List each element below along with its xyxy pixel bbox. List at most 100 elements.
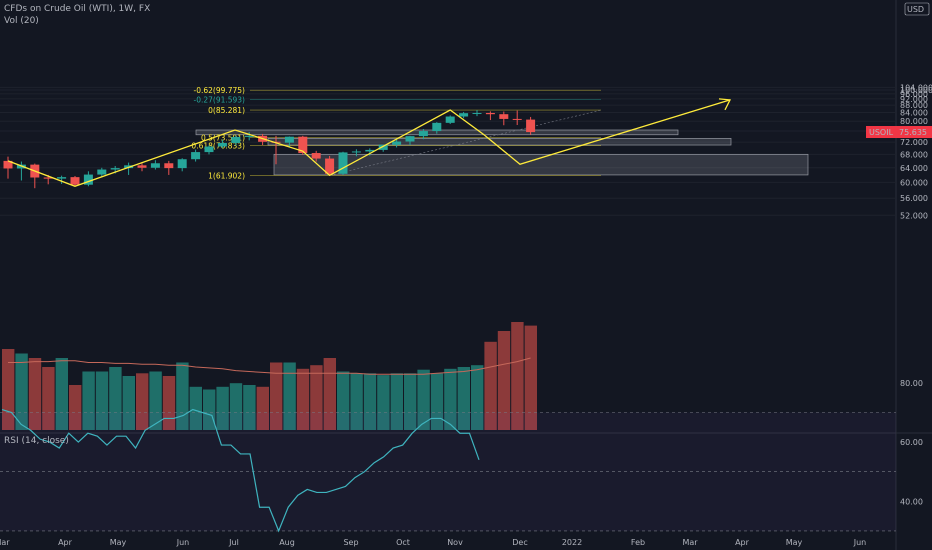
fib-label: 0(85.281) bbox=[208, 106, 245, 115]
candle-body bbox=[418, 131, 428, 137]
fib-label: 1(61.902) bbox=[208, 171, 245, 180]
time-tick-label: Mar bbox=[682, 538, 698, 547]
candle-body bbox=[204, 146, 214, 153]
volume-bar bbox=[444, 368, 457, 430]
price-top-label: 108.000 bbox=[903, 0, 932, 1]
volume-bar bbox=[82, 371, 95, 430]
volume-bar bbox=[69, 385, 82, 430]
volume-bar bbox=[229, 383, 243, 430]
price-tag-bg bbox=[866, 125, 932, 138]
price-tick-label: 80.000 bbox=[900, 117, 928, 126]
volume-bar bbox=[390, 373, 403, 430]
candle-body bbox=[472, 112, 482, 114]
price-tick-label: 88.000 bbox=[900, 101, 928, 110]
price-tick-label: 60.000 bbox=[900, 178, 928, 187]
volume-bar bbox=[2, 349, 15, 430]
candle-body bbox=[432, 122, 442, 132]
volume-bar bbox=[136, 373, 149, 430]
fibonacci-levels: -0.62(99.775)-0.27(91.593) 0(85.281) 0.5(7… bbox=[191, 86, 602, 180]
candle-body bbox=[365, 149, 375, 152]
time-tick-label: Jul bbox=[228, 538, 239, 547]
rsi-tick-label: 40.00 bbox=[900, 497, 923, 506]
candle-body bbox=[244, 135, 254, 137]
volume-pane bbox=[2, 322, 537, 430]
volume-bar bbox=[189, 386, 202, 430]
candle-body bbox=[311, 153, 321, 159]
candle-body bbox=[405, 136, 415, 142]
volume-bar bbox=[350, 373, 363, 430]
price-tick-label: 64.000 bbox=[900, 164, 928, 173]
candle-body bbox=[137, 165, 147, 168]
candle-body bbox=[83, 174, 93, 185]
candle-body bbox=[351, 151, 361, 153]
candle-body bbox=[97, 169, 107, 175]
rsi-tick-label: 60.00 bbox=[900, 438, 923, 447]
price-candles bbox=[3, 110, 536, 189]
volume-bar bbox=[511, 322, 524, 430]
volume-bar bbox=[109, 367, 122, 430]
volume-bar bbox=[417, 369, 430, 430]
volume-bar bbox=[162, 376, 176, 430]
time-tick-label: Mar bbox=[0, 538, 10, 547]
volume-bar bbox=[55, 358, 68, 430]
candle-body bbox=[325, 158, 335, 174]
time-tick-label: Oct bbox=[396, 538, 410, 547]
projection-arrow-head bbox=[718, 98, 732, 111]
price-tag-value: 75.635 bbox=[899, 128, 927, 137]
rsi-pane bbox=[0, 408, 896, 533]
candle-body bbox=[284, 136, 294, 143]
symbol-title[interactable]: CFDs on Crude Oil (WTI), 1W, FX bbox=[4, 4, 151, 14]
candle-body bbox=[57, 177, 67, 179]
volume-bar bbox=[430, 373, 444, 430]
rsi-indicator-label[interactable]: RSI (14, close) bbox=[4, 436, 69, 446]
candle-body bbox=[191, 152, 201, 160]
time-tick-label: May bbox=[110, 538, 127, 547]
fib-label: -0.62(99.775) bbox=[193, 86, 245, 95]
rsi-tick-label: 80.00 bbox=[900, 379, 923, 388]
volume-bar bbox=[471, 365, 484, 430]
volume-bar bbox=[377, 375, 390, 430]
price-tick-label: 56.000 bbox=[900, 194, 928, 203]
time-tick-label: Jun bbox=[176, 538, 190, 547]
zigzag-line bbox=[7, 99, 731, 187]
price-tick-label: 52.000 bbox=[900, 211, 928, 220]
fib-trend-line bbox=[329, 109, 602, 176]
price-tick-label: 96.000 bbox=[900, 90, 928, 99]
candle-body bbox=[499, 114, 509, 119]
support-zone bbox=[273, 153, 809, 176]
volume-bar bbox=[95, 371, 109, 430]
volume-bar bbox=[296, 368, 310, 430]
time-tick-label: Feb bbox=[631, 538, 645, 547]
time-tick-label: May bbox=[786, 538, 803, 547]
volume-bar bbox=[524, 325, 537, 430]
candle-body bbox=[445, 116, 455, 123]
candle-body bbox=[298, 136, 308, 154]
volume-bar bbox=[28, 358, 42, 430]
candle-body bbox=[43, 177, 53, 179]
candle-body bbox=[217, 142, 227, 147]
candle-body bbox=[338, 152, 348, 174]
candle-body bbox=[512, 118, 522, 120]
volume-bar bbox=[310, 365, 323, 430]
time-tick-label: Aug bbox=[279, 538, 295, 547]
price-tick-label: 84.000 bbox=[900, 109, 928, 118]
zigzag-pattern bbox=[7, 98, 732, 187]
time-tick-label: Dec bbox=[512, 538, 527, 547]
time-tick-label: Nov bbox=[447, 538, 463, 547]
time-tick-label: Jun bbox=[853, 538, 867, 547]
volume-bar bbox=[203, 389, 216, 430]
candle-body bbox=[378, 144, 388, 150]
volume-bar bbox=[176, 362, 189, 430]
candle-body bbox=[526, 119, 536, 133]
price-tag-symbol: USOIL bbox=[869, 128, 894, 137]
volume-indicator-label[interactable]: Vol (20) bbox=[4, 16, 39, 26]
volume-bar bbox=[337, 371, 350, 430]
time-tick-label: Apr bbox=[735, 538, 750, 547]
volume-bar bbox=[256, 386, 269, 430]
price-tick-label: 92.000 bbox=[900, 95, 928, 104]
volume-ma-line bbox=[8, 357, 531, 375]
time-tick-label: 2022 bbox=[562, 538, 582, 547]
